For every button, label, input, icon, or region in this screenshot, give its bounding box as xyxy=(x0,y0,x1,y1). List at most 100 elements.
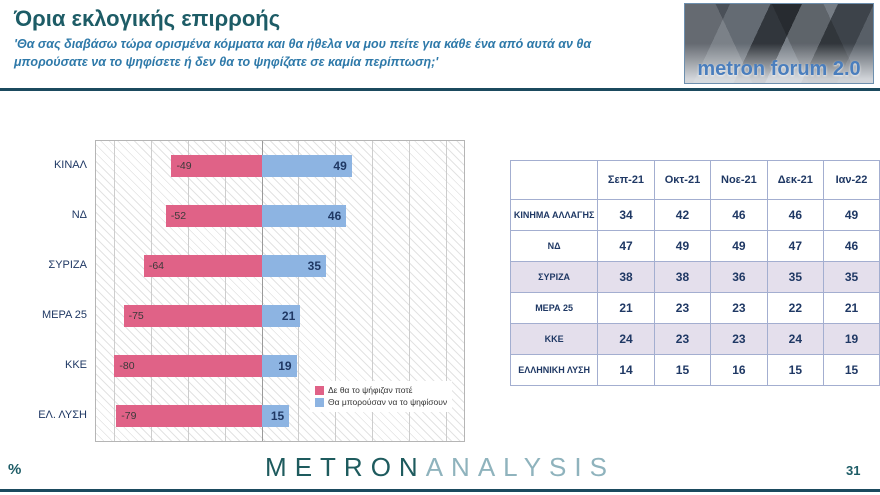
gridline xyxy=(188,141,189,441)
table-row: ΝΔ 47 49 49 47 46 xyxy=(509,230,880,262)
table-value: 19 xyxy=(823,323,880,355)
gridline xyxy=(151,141,153,441)
party-label: ΝΔ xyxy=(509,230,599,262)
bar-could-vote xyxy=(261,305,301,327)
month-header: Σεπ-21 xyxy=(597,160,655,200)
bar-value-could: 21 xyxy=(281,309,296,323)
gridline xyxy=(298,141,300,441)
table-value: 22 xyxy=(766,292,825,324)
legend-swatch-icon xyxy=(315,397,324,407)
table-value: 38 xyxy=(653,261,712,293)
corner-cell xyxy=(509,160,599,200)
table-value: 15 xyxy=(823,354,880,386)
party-label: ΜΕΡΑ 25 xyxy=(509,292,599,324)
table-row: ΕΛΛΗΝΙΚΗ ΛΥΣΗ 14 15 16 15 15 xyxy=(509,354,880,386)
bar-could-vote xyxy=(261,205,347,227)
month-header: Νοε-21 xyxy=(710,160,768,200)
table-value: 35 xyxy=(823,261,880,293)
party-label: ΚΙΝΗΜΑ ΑΛΛΑΓΗΣ xyxy=(509,199,599,231)
month-header: Δεκ-21 xyxy=(766,160,825,200)
table-value: 35 xyxy=(766,261,825,293)
page-title: Όρια εκλογικής επιρροής xyxy=(14,6,281,31)
chart-category-label: ΚΙΝΑΛ xyxy=(53,159,87,171)
bar-value-could: 35 xyxy=(307,259,321,273)
gridline xyxy=(224,141,226,441)
table-value: 23 xyxy=(710,323,768,355)
gridline xyxy=(372,141,373,441)
bar-value-could: 49 xyxy=(333,159,347,173)
metron-forum-logo: metron forum 2.0 xyxy=(684,3,874,84)
bar-never-vote xyxy=(171,155,262,177)
month-header: Ιαν-22 xyxy=(823,160,880,200)
gridline xyxy=(335,141,337,441)
table-header-row: Σεπ-21 Οκτ-21 Νοε-21 Δεκ-21 Ιαν-22 xyxy=(509,160,880,200)
unit-label: % xyxy=(8,461,22,478)
bar-value-never: -79 xyxy=(121,410,137,422)
bar-value-never: -52 xyxy=(170,210,187,222)
logo-photo xyxy=(685,4,873,83)
bar-never-vote xyxy=(165,205,262,227)
table-value: 24 xyxy=(766,323,825,355)
table-value: 14 xyxy=(597,354,655,386)
bar-value-could: 19 xyxy=(278,359,292,373)
table-value: 49 xyxy=(653,230,712,262)
table-value: 47 xyxy=(766,230,825,262)
chart-category-label: ΕΛ. ΛΥΣΗ xyxy=(38,409,87,421)
bar-never-vote xyxy=(123,305,262,327)
chart-category-label: ΝΔ xyxy=(71,209,87,221)
table-value: 23 xyxy=(653,323,712,355)
trend-table: Σεπ-21 Οκτ-21 Νοε-21 Δεκ-21 Ιαν-22 ΚΙΝΗΜΑ ΑΛ… xyxy=(509,160,880,386)
party-label: ΣΥΡΙΖΑ xyxy=(509,261,599,293)
table-row: ΜΕΡΑ 25 21 23 23 22 21 xyxy=(509,292,880,324)
bar-could-vote xyxy=(261,255,326,277)
table-value: 15 xyxy=(766,354,825,386)
table-value: 46 xyxy=(766,199,825,231)
table-value: 36 xyxy=(710,261,768,293)
gridline xyxy=(114,141,116,441)
bar-value-could: 46 xyxy=(327,209,342,223)
chart-plot-area: -49 49 -52 46 -64 35 -75 21 -80 19 -79 15 xyxy=(95,140,465,442)
table-value: 46 xyxy=(823,230,880,262)
bar-value-could: 15 xyxy=(270,409,285,423)
diverging-bar-chart: ΚΙΝΑΛ ΝΔ ΣΥΡΙΖΑ ΜΕΡΑ 25 ΚΚΕ ΕΛ. ΛΥΣΗ -49 49 -52… xyxy=(35,140,465,442)
bar-could-vote xyxy=(261,405,290,427)
survey-question: 'Θα σας διαβάσω τώρα ορισμένα κόμματα κα… xyxy=(14,37,592,69)
legend-item: Δε θα το ψήφιζαν ποτέ xyxy=(315,384,447,396)
gridline xyxy=(408,141,410,441)
table-value: 42 xyxy=(653,199,712,231)
page-number: 31 xyxy=(846,463,861,478)
brand-metron: METRON xyxy=(265,452,426,482)
trend-table-body: ΚΙΝΗΜΑ ΑΛΛΑΓΗΣ 34 42 46 46 49 ΝΔ 47 49 49 47 46 ΣΥΡΙ… xyxy=(509,199,880,386)
table-value: 49 xyxy=(710,230,768,262)
table-value: 21 xyxy=(823,292,880,324)
bar-value-never: -80 xyxy=(119,360,135,372)
legend-label: Θα μπορούσαν να το ψηφίσουν xyxy=(328,397,448,408)
table-value: 34 xyxy=(597,199,655,231)
party-label: ΚΚΕ xyxy=(509,323,599,355)
chart-category-label: ΣΥΡΙΖΑ xyxy=(48,259,87,271)
chart-legend: Δε θα το ψήφιζαν ποτέ Θα μπορούσαν να το … xyxy=(310,381,453,412)
party-label: ΕΛΛΗΝΙΚΗ ΛΥΣΗ xyxy=(509,354,599,386)
table-row: ΚΚΕ 24 23 23 24 19 xyxy=(509,323,880,355)
footer-divider xyxy=(0,489,880,492)
table-row: ΣΥΡΙΖΑ 38 38 36 35 35 xyxy=(509,261,880,293)
table-value: 21 xyxy=(597,292,655,324)
month-header: Οκτ-21 xyxy=(653,160,712,200)
logo-text: metron forum 2.0 xyxy=(697,58,861,80)
table-value: 46 xyxy=(710,199,768,231)
header-divider xyxy=(0,88,880,91)
table-value: 24 xyxy=(597,323,655,355)
bar-value-never: -64 xyxy=(148,260,165,272)
legend-item: Θα μπορούσαν να το ψηφίσουν xyxy=(315,396,447,408)
table-value: 49 xyxy=(823,199,880,231)
chart-category-label: ΚΚΕ xyxy=(64,359,87,371)
metron-analysis-wordmark: METRONANALYSIS xyxy=(0,452,880,483)
legend-swatch-icon xyxy=(315,385,324,395)
bar-never-vote xyxy=(116,405,262,427)
gridline xyxy=(445,141,447,441)
bar-value-never: -75 xyxy=(128,310,144,322)
trend-table-head: Σεπ-21 Οκτ-21 Νοε-21 Δεκ-21 Ιαν-22 xyxy=(509,160,880,200)
zero-axis-line xyxy=(261,141,263,441)
bar-could-vote xyxy=(261,155,352,177)
